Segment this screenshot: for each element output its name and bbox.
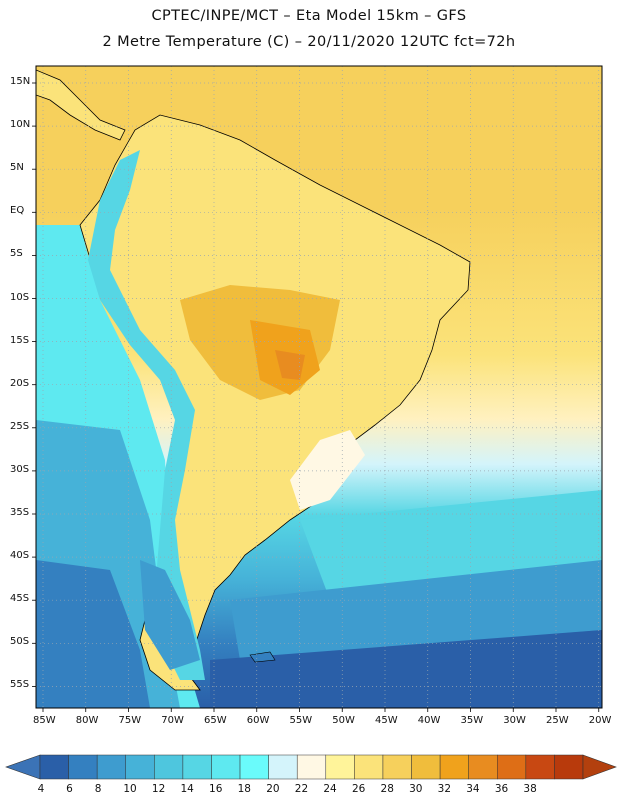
patagonia-cold-region [140, 560, 200, 670]
colorbar-label: 30 [409, 783, 423, 795]
lon-label: 40W [417, 715, 441, 726]
lon-label: 75W [118, 715, 142, 726]
colorbar-label: 38 [523, 783, 537, 795]
lon-label: 70W [161, 715, 184, 726]
atlantic-coldest-band [210, 630, 602, 708]
map-title: CPTEC/INPE/MCT – Eta Model 15km – GFS [151, 8, 467, 24]
lat-label: 45S [10, 593, 30, 605]
lat-label: 15S [10, 334, 30, 346]
lat-label: 50S [10, 636, 30, 648]
colorbar-segment [354, 754, 384, 780]
lon-label: 35W [460, 715, 484, 726]
lon-label: 55W [289, 715, 313, 726]
colorbar-segment [96, 754, 126, 780]
colorbar-label: 34 [466, 783, 480, 795]
pacific-coldest-water [36, 560, 150, 708]
lat-label: 25S [10, 420, 30, 432]
colorbar-segment [211, 754, 241, 780]
map-subtitle: 2 Metre Temperature (C) – 20/11/2020 12U… [102, 34, 516, 50]
colorbar-min-arrow [5, 754, 41, 780]
colorbar-label: 26 [351, 783, 366, 795]
colorbar-label: 4 [37, 783, 45, 795]
falkland-islands [249, 651, 276, 663]
colorbar-label: 6 [66, 783, 73, 795]
axis-ticks [32, 82, 600, 712]
colorbar-segment [439, 754, 469, 780]
lon-label: 20W [588, 715, 612, 726]
lat-label: 10N [10, 119, 31, 131]
lat-label: 20S [10, 377, 30, 389]
colorbar-segment [411, 754, 441, 780]
andes-cold-strip [88, 150, 205, 680]
lon-label: 60W [246, 715, 270, 726]
colorbar-label: 24 [323, 783, 337, 795]
lon-label: 30W [503, 715, 526, 726]
colorbar-segment [68, 754, 98, 780]
colorbar-segment [296, 754, 327, 780]
colorbar-segment [39, 754, 69, 780]
colorbar-segment [154, 754, 184, 780]
colorbar-segment [268, 754, 298, 780]
hottest-region [275, 350, 305, 380]
colorbar-label: 14 [180, 783, 194, 795]
lon-label: 25W [546, 715, 569, 726]
colorbar-max-arrow [582, 754, 617, 780]
south-cooler-region [290, 430, 365, 510]
lat-label: 15N [10, 76, 31, 87]
atlantic-cool-band [300, 490, 602, 600]
lon-label: 50W [332, 715, 355, 726]
colorbar-label: 22 [294, 783, 309, 795]
colorbar-label: 16 [209, 783, 223, 795]
lat-label: 30S [10, 463, 30, 475]
colorbar-segment [239, 754, 269, 780]
lon-label: 85W [33, 715, 56, 726]
lat-label: 5S [10, 248, 23, 260]
colorbar-segment [325, 754, 355, 780]
colorbar-label: 12 [151, 783, 166, 795]
colorbar-segment [554, 754, 584, 780]
colorbar-segment [468, 754, 498, 780]
colorbar-segment [382, 754, 412, 780]
lon-label: 65W [204, 715, 227, 726]
lat-label: 40S [10, 550, 30, 562]
lat-label: EQ [10, 205, 25, 217]
map-field [36, 66, 602, 708]
colorbar-segment [125, 754, 155, 780]
lon-label: 80W [75, 715, 99, 726]
atlantic-cold-band [230, 560, 602, 660]
central-america-land [36, 69, 126, 141]
lon-label: 45W [375, 715, 398, 726]
colorbar-label: 36 [494, 783, 509, 795]
colorbar-segment [525, 754, 555, 780]
colorbar-segment [497, 754, 527, 780]
lat-label: 5N [10, 162, 24, 174]
map-frame [35, 65, 603, 709]
lat-label: 10S [10, 291, 30, 303]
lat-label: 55S [10, 679, 30, 691]
colorbar-label: 20 [266, 783, 280, 795]
colorbar-label: 10 [123, 783, 137, 795]
colorbar-segment [182, 754, 212, 780]
colorbar-label: 28 [380, 783, 394, 795]
colorbar-label: 8 [94, 783, 102, 795]
colorbar-label: 32 [437, 783, 452, 795]
colorbar-label: 18 [237, 783, 251, 795]
lat-label: 35S [10, 507, 30, 518]
colorbar [5, 754, 617, 780]
